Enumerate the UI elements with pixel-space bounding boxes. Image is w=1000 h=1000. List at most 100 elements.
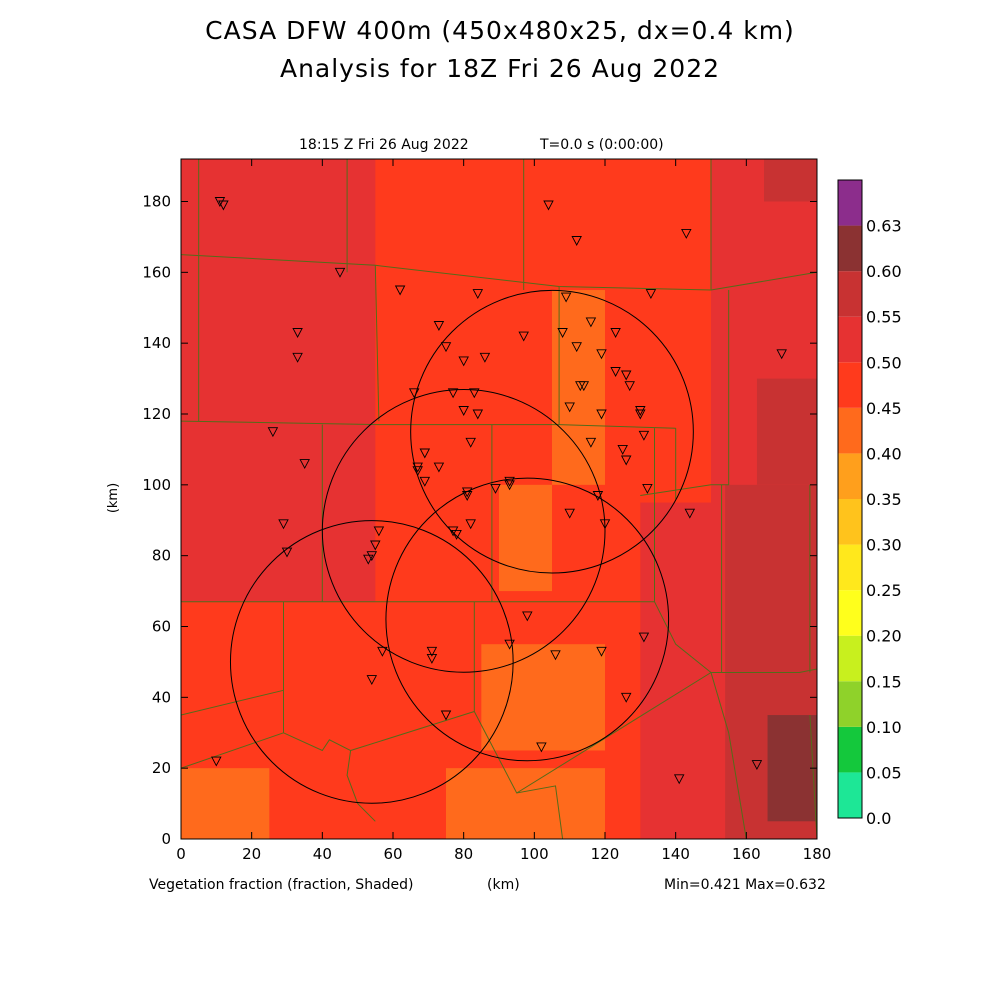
station-marker-13	[585, 317, 597, 328]
radar-ring-3	[410, 289, 694, 574]
colorbar-swatch-3	[838, 635, 862, 682]
station-marker-4	[292, 352, 303, 363]
station-marker-7	[472, 289, 484, 300]
colorbar-label-7: 0.35	[866, 490, 902, 509]
station-marker-29	[578, 381, 590, 392]
colorbar-swatch-8	[838, 407, 862, 454]
shaded-region-9	[181, 768, 270, 839]
station-marker-40	[585, 437, 597, 448]
county-boundary-24	[711, 668, 817, 673]
station-marker-64	[465, 519, 476, 530]
shaded-region-2	[181, 159, 305, 414]
y-tick-label-7: 140	[142, 334, 171, 352]
station-marker-33	[458, 406, 469, 416]
station-marker-31	[635, 406, 646, 416]
station-marker-5	[394, 285, 406, 296]
county-boundary-19	[350, 711, 475, 751]
x-axis-label: (km)	[487, 877, 520, 893]
station-marker-16	[610, 328, 621, 338]
y-tick-label-1: 20	[152, 759, 171, 777]
colorbar-swatch-7	[838, 453, 862, 499]
station-marker-37	[299, 459, 310, 470]
station-marker-67	[522, 611, 533, 622]
station-marker-36	[267, 427, 279, 438]
county-boundary-28	[809, 714, 817, 839]
station-marker-43	[620, 455, 632, 466]
station-markers	[211, 197, 787, 785]
axes: 0 20 40 60 80 100 120 140 160 180 0 20 40 60 80 100 120 1…	[142, 159, 831, 863]
x-tick-label-0: 0	[176, 845, 186, 863]
colorbar-swatch-12	[838, 225, 862, 272]
colorbar-label-5: 0.25	[866, 581, 902, 600]
shaded-region-7	[764, 159, 817, 202]
station-marker-66	[599, 519, 611, 530]
colorbar-label-0: 0.0	[866, 809, 891, 828]
colorbar: 0.0 0.05 0.10 0.15 0.20 0.25 0.30 0.35 0.40 0.45 0…	[837, 179, 902, 828]
county-boundary-17	[181, 732, 284, 769]
station-marker-0	[214, 197, 226, 207]
y-axis-label: (km)	[106, 483, 121, 513]
colorbar-label-9: 0.45	[866, 399, 902, 418]
station-marker-48	[490, 483, 501, 494]
x-tick-label-8: 160	[732, 845, 761, 863]
station-marker-10	[681, 228, 692, 239]
colorbar-label-12: 0.60	[866, 262, 902, 281]
station-marker-30	[564, 402, 575, 413]
valid-time-label: 18:15 Z Fri 26 Aug 2022	[299, 137, 469, 153]
x-tick-label-2: 40	[313, 845, 332, 863]
colorbar-swatch-13	[838, 180, 862, 226]
station-marker-35	[596, 409, 607, 420]
colorbar-label-6: 0.30	[866, 536, 902, 555]
county-boundaries	[181, 159, 817, 839]
x-tick-label-6: 120	[591, 845, 620, 863]
field-label: Vegetation fraction (fraction, Shaded)	[149, 877, 414, 893]
y-tick-label-9: 180	[142, 193, 171, 211]
colorbar-label-11: 0.55	[866, 308, 902, 327]
county-boundary-6	[374, 265, 380, 422]
station-marker-34	[472, 409, 484, 420]
colorbar-swatch-2	[838, 681, 862, 727]
station-marker-47	[412, 466, 423, 477]
x-tick-label-4: 80	[454, 845, 473, 863]
station-marker-6	[433, 321, 445, 331]
station-marker-77	[440, 710, 452, 721]
station-marker-21	[596, 349, 607, 360]
station-marker-27	[447, 388, 459, 399]
colorbar-swatch-5	[838, 544, 862, 591]
station-marker-20	[571, 342, 582, 353]
station-marker-73	[596, 646, 607, 657]
station-marker-76	[620, 692, 632, 703]
station-marker-2	[334, 267, 346, 278]
station-marker-56	[278, 519, 289, 530]
station-marker-72	[550, 650, 561, 661]
station-marker-46	[419, 476, 431, 487]
station-marker-50	[504, 476, 515, 487]
station-marker-78	[211, 756, 222, 767]
colorbar-label-8: 0.40	[866, 444, 902, 463]
station-marker-9	[571, 236, 582, 246]
colorbar-label-1: 0.05	[866, 763, 902, 782]
y-tick-label-0: 0	[161, 830, 171, 848]
plot-frame	[180, 158, 818, 840]
colorbar-label-10: 0.50	[866, 353, 902, 372]
y-tick-label-8: 160	[142, 263, 171, 281]
colorbar-label-13: 0.63	[866, 217, 902, 236]
station-marker-81	[751, 760, 763, 771]
station-marker-23	[620, 370, 632, 381]
station-marker-82	[776, 349, 787, 360]
station-marker-18	[458, 356, 469, 367]
station-marker-55	[684, 508, 696, 519]
station-marker-49	[504, 480, 515, 491]
county-boundary-22	[516, 672, 712, 794]
colorbar-swatch-1	[838, 726, 862, 773]
x-tick-label-3: 60	[383, 845, 402, 863]
x-tick-label-7: 140	[661, 845, 690, 863]
station-marker-60	[370, 540, 381, 551]
station-marker-28	[469, 388, 480, 399]
colorbar-frame	[837, 179, 863, 819]
station-marker-79	[536, 742, 547, 753]
station-marker-41	[617, 444, 628, 455]
min-max-label: Min=0.421 Max=0.632	[664, 877, 826, 893]
station-marker-3	[292, 328, 303, 338]
station-marker-17	[440, 342, 452, 353]
